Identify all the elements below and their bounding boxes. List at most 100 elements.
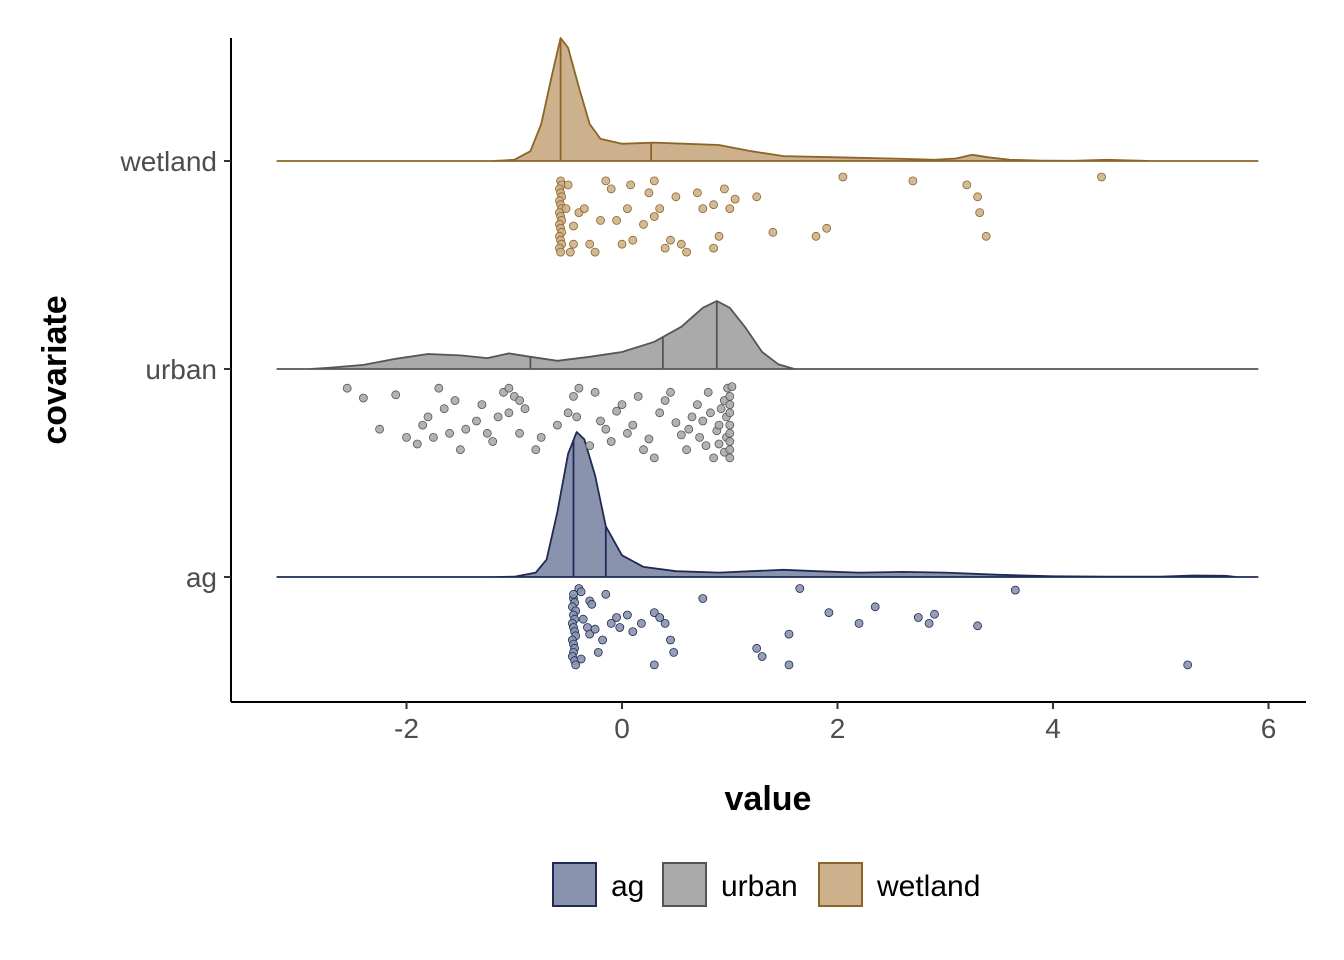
point-urban xyxy=(671,418,681,428)
point-urban xyxy=(596,416,605,426)
point-urban xyxy=(698,416,708,426)
point-ag xyxy=(1010,585,1020,595)
point-ag xyxy=(913,613,923,622)
point-urban xyxy=(504,383,514,393)
point-ag xyxy=(669,648,679,657)
point-urban xyxy=(418,420,428,430)
y-axis-title: covariate xyxy=(36,295,74,444)
point-ag xyxy=(578,614,588,624)
x-ticks: -2 0 2 4 6 xyxy=(394,702,1276,744)
point-urban xyxy=(687,412,697,422)
y-ticks: ag urban wetland xyxy=(119,146,231,593)
point-wetland xyxy=(671,192,681,202)
point-wetland xyxy=(973,192,982,202)
point-urban xyxy=(445,428,455,438)
point-urban xyxy=(472,416,481,426)
point-ag xyxy=(576,654,586,664)
point-wetland xyxy=(768,227,778,237)
point-wetland xyxy=(579,204,589,214)
point-ag xyxy=(824,608,834,617)
point-ag xyxy=(601,589,611,599)
point-wetland xyxy=(655,204,665,214)
point-urban xyxy=(666,387,675,397)
point-wetland xyxy=(752,192,762,202)
point-urban xyxy=(455,445,465,455)
point-wetland xyxy=(720,184,729,194)
point-urban xyxy=(493,412,503,422)
point-urban xyxy=(639,445,648,455)
density-wetland xyxy=(276,37,1259,162)
point-ag xyxy=(587,599,597,609)
point-wetland xyxy=(596,215,605,225)
x-tick-label: 4 xyxy=(1045,713,1061,744)
point-wetland xyxy=(569,239,578,249)
point-urban xyxy=(590,387,600,397)
point-urban xyxy=(725,400,735,410)
legend: ag urban wetland xyxy=(552,862,980,907)
point-urban xyxy=(612,406,621,416)
x-tick-label: 0 xyxy=(614,713,630,744)
point-wetland xyxy=(693,188,702,198)
point-wetland xyxy=(838,172,848,182)
point-urban xyxy=(644,434,654,444)
point-wetland xyxy=(617,239,627,249)
point-urban xyxy=(450,396,460,405)
point-urban xyxy=(402,432,411,442)
point-urban xyxy=(461,424,471,434)
point-urban xyxy=(628,420,638,430)
point-ag xyxy=(649,608,659,617)
point-urban xyxy=(714,439,724,449)
point-urban xyxy=(482,428,492,438)
point-urban xyxy=(342,383,352,393)
point-urban xyxy=(515,428,524,438)
point-wetland xyxy=(981,231,991,241)
density-ag xyxy=(276,431,1259,578)
point-ag xyxy=(1183,660,1193,670)
point-ag xyxy=(924,619,934,628)
legend-swatch-wetland xyxy=(818,862,863,907)
point-urban xyxy=(727,382,737,392)
point-wetland xyxy=(569,221,578,231)
point-urban xyxy=(574,383,584,393)
point-urban xyxy=(676,430,686,440)
point-ag xyxy=(606,619,616,628)
point-wetland xyxy=(822,223,832,233)
x-tick-label: 6 xyxy=(1261,713,1277,744)
point-ag xyxy=(598,635,607,645)
point-urban xyxy=(716,404,726,414)
legend-swatch-ag xyxy=(552,862,597,907)
point-ag xyxy=(623,610,632,620)
point-wetland xyxy=(561,204,571,214)
point-urban xyxy=(725,437,735,446)
point-ag xyxy=(593,648,603,657)
point-wetland xyxy=(612,215,621,225)
point-urban xyxy=(725,428,735,438)
point-wetland xyxy=(644,188,654,198)
point-wetland xyxy=(975,208,985,218)
point-urban xyxy=(423,412,433,422)
point-urban xyxy=(695,432,704,442)
density-layer xyxy=(276,37,1259,578)
point-wetland xyxy=(585,239,595,249)
point-ag xyxy=(576,587,586,597)
y-tick-label: urban xyxy=(145,354,217,385)
point-ag xyxy=(784,629,794,639)
point-wetland xyxy=(590,247,600,257)
point-wetland xyxy=(628,235,638,245)
x-axis-title: value xyxy=(725,780,812,818)
x-tick-label: -2 xyxy=(394,713,419,744)
point-ag xyxy=(612,613,621,622)
point-ag xyxy=(752,643,762,653)
point-wetland xyxy=(565,247,575,257)
point-ag xyxy=(757,652,767,661)
point-ag xyxy=(854,619,864,628)
point-urban xyxy=(375,424,385,434)
point-wetland xyxy=(556,247,565,257)
point-urban xyxy=(623,428,632,438)
point-urban xyxy=(684,424,694,434)
point-wetland xyxy=(811,231,821,241)
point-ag xyxy=(571,660,581,670)
point-ag xyxy=(655,613,665,622)
point-wetland xyxy=(1097,172,1106,182)
